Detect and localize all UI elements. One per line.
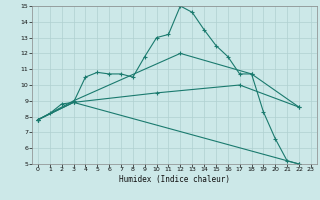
X-axis label: Humidex (Indice chaleur): Humidex (Indice chaleur) <box>119 175 230 184</box>
